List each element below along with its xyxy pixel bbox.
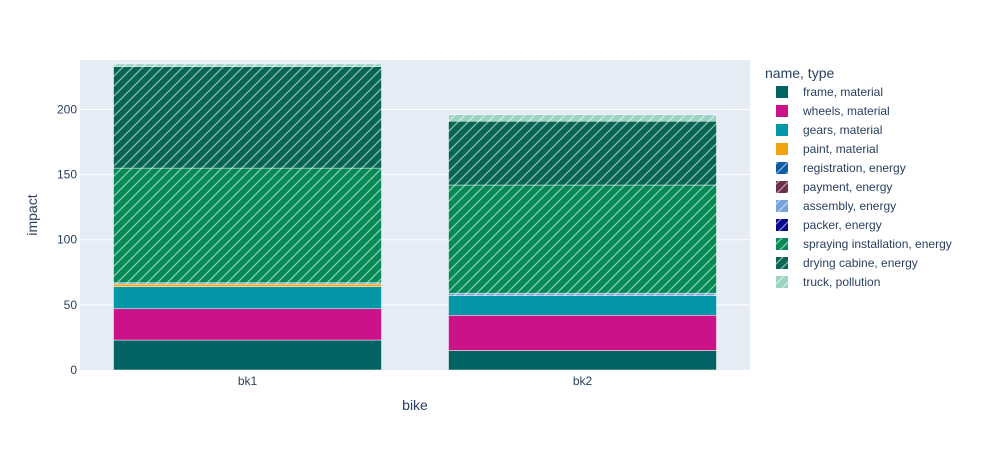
axis-layer: 0 50 100 150 200 bk1 bk2 — [57, 102, 593, 388]
legend-label: drying cabine, energy — [803, 256, 918, 270]
bar-segment — [113, 66, 382, 169]
legend-label: truck, pollution — [803, 275, 880, 289]
y-tick-label: 50 — [64, 298, 78, 312]
bar-segment — [113, 339, 382, 371]
x-tick-label: bk2 — [573, 374, 593, 388]
legend-item[interactable]: frame, material — [776, 85, 883, 99]
legend-label: payment, energy — [803, 180, 892, 194]
x-axis-title: bike — [402, 397, 428, 413]
bar-segment — [448, 292, 717, 297]
bar-segment — [448, 184, 717, 294]
legend-swatch — [776, 105, 788, 117]
legend-label: wheels, material — [802, 104, 890, 118]
y-tick-label: 100 — [57, 233, 77, 247]
bar-segment — [113, 286, 382, 310]
legend-item[interactable]: drying cabine, energy — [776, 256, 918, 270]
legend-label: frame, material — [803, 85, 883, 99]
legend-item[interactable]: spraying installation, energy — [776, 237, 952, 251]
legend-swatch — [776, 162, 788, 174]
y-tick-label: 200 — [57, 102, 77, 116]
y-tick-label: 0 — [70, 363, 77, 377]
legend-swatch — [776, 181, 788, 193]
legend-label: packer, energy — [803, 218, 882, 232]
legend-swatch — [776, 276, 788, 288]
legend-swatch — [776, 238, 788, 250]
bar-segment — [113, 283, 382, 287]
bar-segment — [448, 295, 717, 316]
legend-item[interactable]: assembly, energy — [776, 199, 896, 213]
legend-item[interactable]: gears, material — [776, 123, 882, 137]
bar-segment — [113, 167, 382, 283]
legend-label: assembly, energy — [803, 199, 896, 213]
bar-segment — [448, 114, 717, 122]
legend-label: paint, material — [803, 142, 878, 156]
bar-segment — [113, 308, 382, 341]
legend-item[interactable]: paint, material — [776, 142, 878, 156]
legend-swatch — [776, 257, 788, 269]
legend-swatch — [776, 86, 788, 98]
bar-segment — [448, 350, 717, 371]
legend-item[interactable]: registration, energy — [776, 161, 906, 175]
bar-layer — [113, 63, 717, 371]
legend-label: gears, material — [803, 123, 882, 137]
legend-swatch — [776, 200, 788, 212]
legend-swatch — [776, 124, 788, 136]
y-tick-label: 150 — [57, 168, 77, 182]
bar-segment — [448, 315, 717, 351]
legend-swatch — [776, 143, 788, 155]
legend-item[interactable]: wheels, material — [776, 104, 890, 118]
legend-item[interactable]: truck, pollution — [776, 275, 880, 289]
legend-label: registration, energy — [803, 161, 906, 175]
legend-label: spraying installation, energy — [803, 237, 952, 251]
legend-item[interactable]: packer, energy — [776, 218, 882, 232]
bar-segment — [113, 63, 382, 67]
y-axis-title: impact — [24, 194, 40, 235]
legend: name, type frame, material wheels, materi… — [765, 65, 952, 289]
x-tick-label: bk1 — [238, 374, 258, 388]
legend-item[interactable]: payment, energy — [776, 180, 892, 194]
legend-swatch — [776, 219, 788, 231]
legend-title: name, type — [765, 65, 834, 81]
bar-segment — [448, 120, 717, 186]
